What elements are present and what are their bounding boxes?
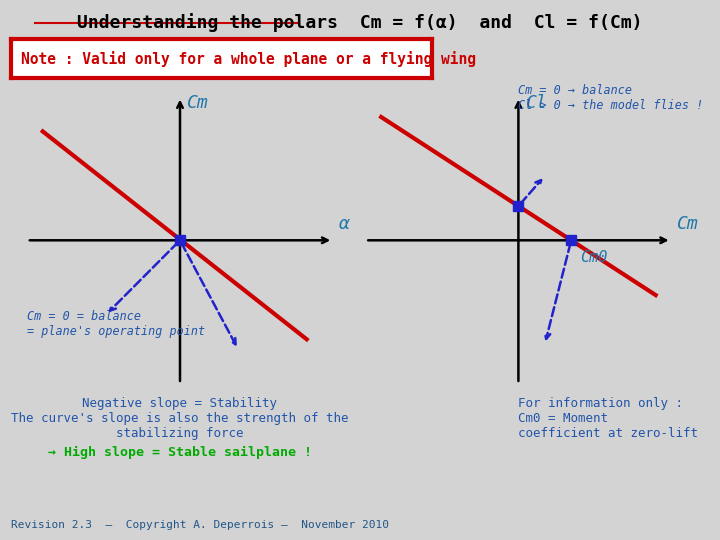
Text: Understanding the polars  Cm = f(α)  and  Cl = f(Cm): Understanding the polars Cm = f(α) and C…: [77, 14, 643, 32]
Text: For information only :
Cm0 = Moment
coefficient at zero-lift: For information only : Cm0 = Moment coef…: [518, 397, 698, 440]
Text: Cm: Cm: [187, 94, 209, 112]
Text: Cl: Cl: [526, 94, 547, 112]
Text: Cm = 0 → balance
Cl > 0 → the model flies !: Cm = 0 → balance Cl > 0 → the model flie…: [518, 84, 703, 112]
Text: Cm = 0 = balance
= plane's operating point: Cm = 0 = balance = plane's operating poi…: [27, 309, 205, 338]
Text: → High slope = Stable sailplane !: → High slope = Stable sailplane !: [48, 446, 312, 458]
Text: Negative slope = Stability
The curve's slope is also the strength of the
stabili: Negative slope = Stability The curve's s…: [12, 397, 348, 440]
Text: Revision 2.3  –  Copyright A. Deperrois –  November 2010: Revision 2.3 – Copyright A. Deperrois – …: [11, 520, 389, 530]
Text: Note : Valid only for a whole plane or a flying wing: Note : Valid only for a whole plane or a…: [22, 51, 477, 67]
Text: Cm0: Cm0: [580, 250, 607, 265]
Text: α: α: [338, 215, 349, 233]
Text: Cm: Cm: [677, 215, 698, 233]
